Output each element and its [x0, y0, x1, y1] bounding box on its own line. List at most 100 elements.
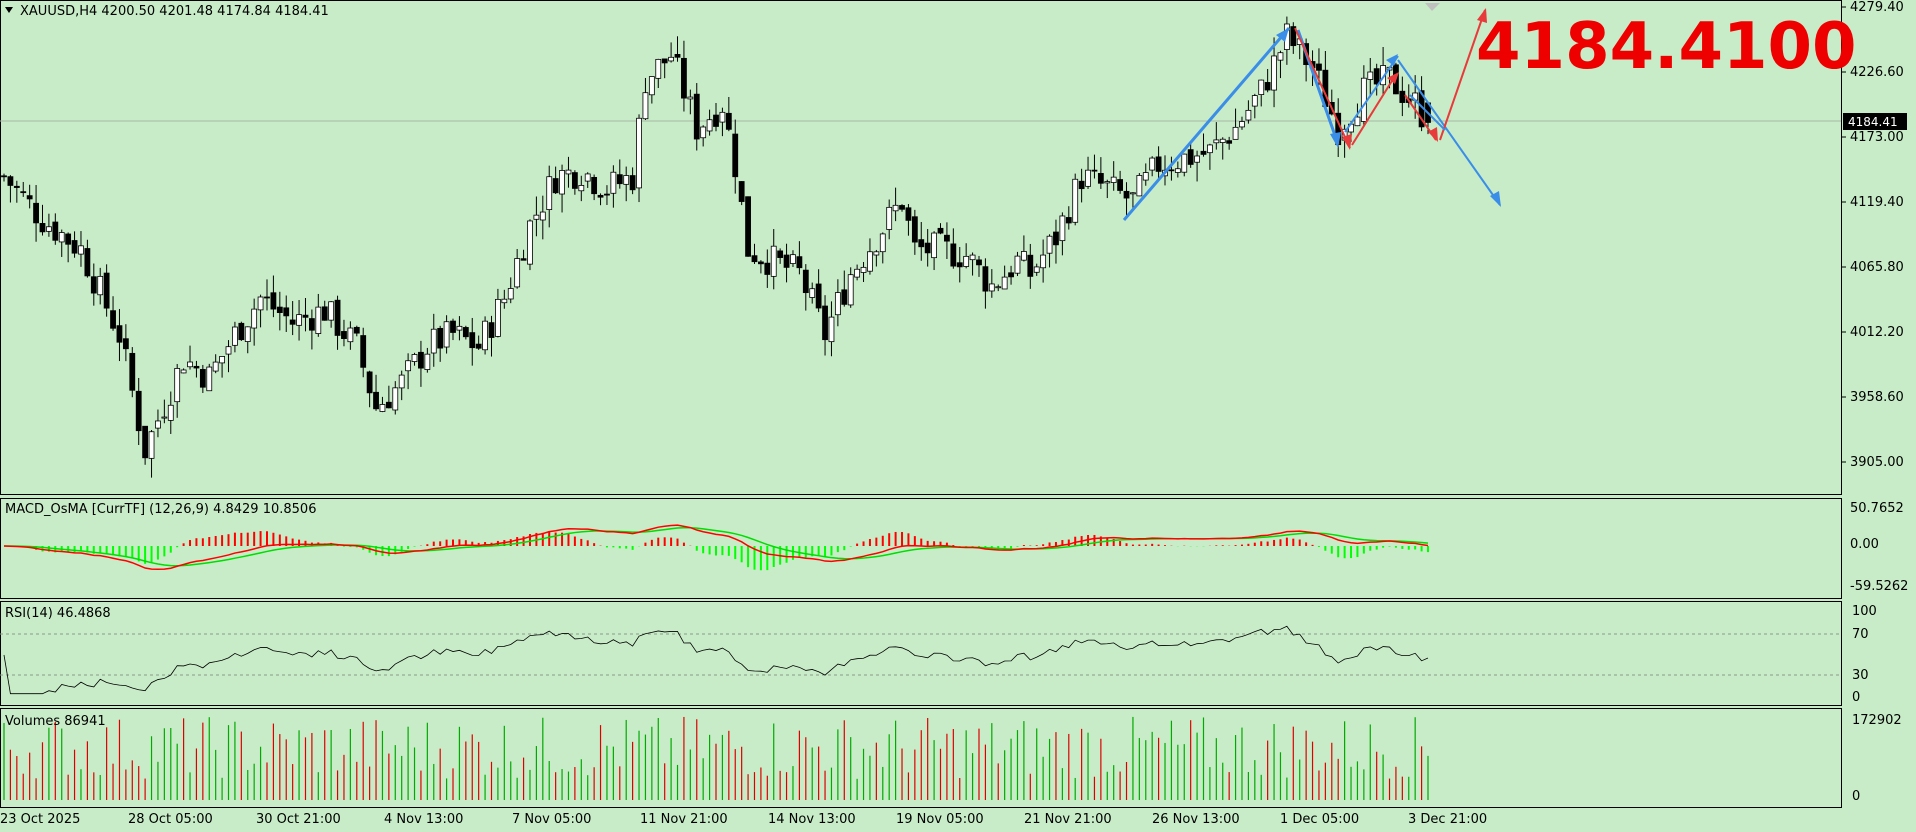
volume-panel[interactable] — [0, 708, 1842, 808]
bull-candle-body — [527, 220, 533, 265]
red-down-arrow-1[interactable] — [1294, 27, 1351, 149]
bear-candle-body — [1091, 169, 1098, 172]
bear-candle-body — [841, 289, 848, 305]
candle — [411, 352, 418, 366]
bull-candle-body — [456, 325, 463, 331]
candle — [1040, 239, 1047, 283]
blue-down-arrowhead-2 — [1490, 191, 1501, 207]
bull-candle-body — [174, 368, 181, 403]
rsi-panel[interactable] — [0, 601, 1842, 706]
candle — [232, 321, 238, 353]
drawn-arrows[interactable] — [1122, 3, 1501, 221]
bull-candle-body — [148, 431, 155, 459]
bear-candle-body — [764, 262, 771, 275]
candle — [860, 262, 867, 283]
bull-candle-body — [873, 251, 880, 256]
candle — [559, 164, 565, 213]
macd-series — [3, 524, 1429, 571]
bull-candle-body — [507, 288, 514, 300]
bear-candle-body — [802, 269, 809, 294]
candle — [674, 36, 681, 62]
bull-candle-body — [790, 254, 796, 264]
candle — [424, 347, 431, 373]
candle — [366, 370, 373, 408]
bear-candle-body — [944, 234, 950, 242]
time-axis-label: 21 Nov 21:00 — [1024, 812, 1112, 827]
candle — [155, 409, 161, 438]
bull-candle-body — [232, 326, 238, 346]
red-up-arrow-2[interactable] — [1439, 9, 1486, 141]
bull-candle-body — [995, 286, 1002, 289]
price-axis-label: 4012.20 — [1850, 325, 1904, 340]
bear-candle-body — [270, 292, 277, 310]
time-axis-label: 1 Dec 05:00 — [1280, 812, 1359, 827]
macd-axis-label: 0.00 — [1850, 537, 1879, 552]
candle — [238, 321, 245, 341]
bear-candle-body — [488, 322, 495, 338]
price-panel[interactable] — [0, 0, 1842, 495]
candle — [187, 345, 193, 370]
bull-candle-body — [167, 404, 174, 421]
bear-candle-body — [39, 223, 46, 233]
candle — [879, 232, 886, 264]
bull-candle-body — [636, 117, 642, 189]
bear-candle-body — [713, 114, 719, 127]
blue-up-arrow-2[interactable] — [1344, 55, 1399, 133]
candle — [661, 58, 668, 79]
blue-down-arrow-2[interactable] — [1397, 59, 1501, 206]
candle — [655, 58, 662, 89]
red-up-arrow[interactable] — [1351, 75, 1396, 146]
candlestick-series — [1, 16, 1431, 478]
menu-triangle-icon[interactable] — [5, 7, 13, 13]
candle — [379, 396, 386, 413]
bull-candle-body — [225, 346, 232, 355]
candle — [501, 289, 508, 309]
candle — [405, 353, 412, 390]
candle — [892, 187, 899, 222]
candle — [116, 308, 123, 362]
big-price-label: 4184.4100 — [1476, 10, 1857, 84]
time-axis-label: 7 Nov 05:00 — [512, 812, 591, 827]
macd-panel[interactable] — [0, 498, 1842, 599]
candle — [289, 301, 296, 336]
bear-candle-body — [110, 310, 116, 329]
candle — [841, 270, 848, 307]
candle — [1174, 161, 1181, 178]
bear-candle-body — [751, 255, 758, 263]
bull-candle-body — [533, 214, 540, 220]
candle — [1207, 143, 1213, 170]
macd-axis-label: -59.5262 — [1850, 579, 1908, 594]
bear-candle-body — [1078, 180, 1085, 190]
bull-candle-body — [1142, 172, 1149, 181]
candle — [668, 42, 674, 63]
candle — [1226, 136, 1233, 150]
bear-candle-body — [33, 202, 39, 224]
bull-candle-body — [1232, 126, 1239, 140]
bull-candle-body — [847, 274, 854, 306]
candle — [58, 229, 65, 257]
candle — [802, 264, 809, 311]
bull-candle-body — [1194, 155, 1200, 163]
candle — [167, 391, 174, 434]
symbol-header: XAUUSD,H4 4200.50 4201.48 4174.84 4184.4… — [20, 4, 329, 19]
candle — [90, 263, 97, 306]
candle — [527, 219, 533, 271]
candle — [206, 363, 213, 392]
candle — [514, 248, 521, 289]
candle — [1258, 79, 1265, 107]
bear-candle-body — [135, 390, 142, 432]
candle — [142, 425, 149, 465]
blue-up-arrow[interactable] — [1122, 27, 1291, 221]
candle — [373, 374, 379, 411]
candle — [873, 249, 880, 267]
candle — [1219, 137, 1226, 160]
candle — [713, 102, 719, 132]
bull-candle-body — [58, 232, 65, 243]
bear-candle-body — [1399, 90, 1406, 103]
scroll-marker-icon[interactable] — [1425, 3, 1440, 11]
blue-down-arrow-3[interactable] — [1409, 94, 1446, 131]
candle — [790, 250, 796, 267]
bear-candle-body — [815, 283, 822, 309]
bear-candle-body — [289, 319, 296, 325]
